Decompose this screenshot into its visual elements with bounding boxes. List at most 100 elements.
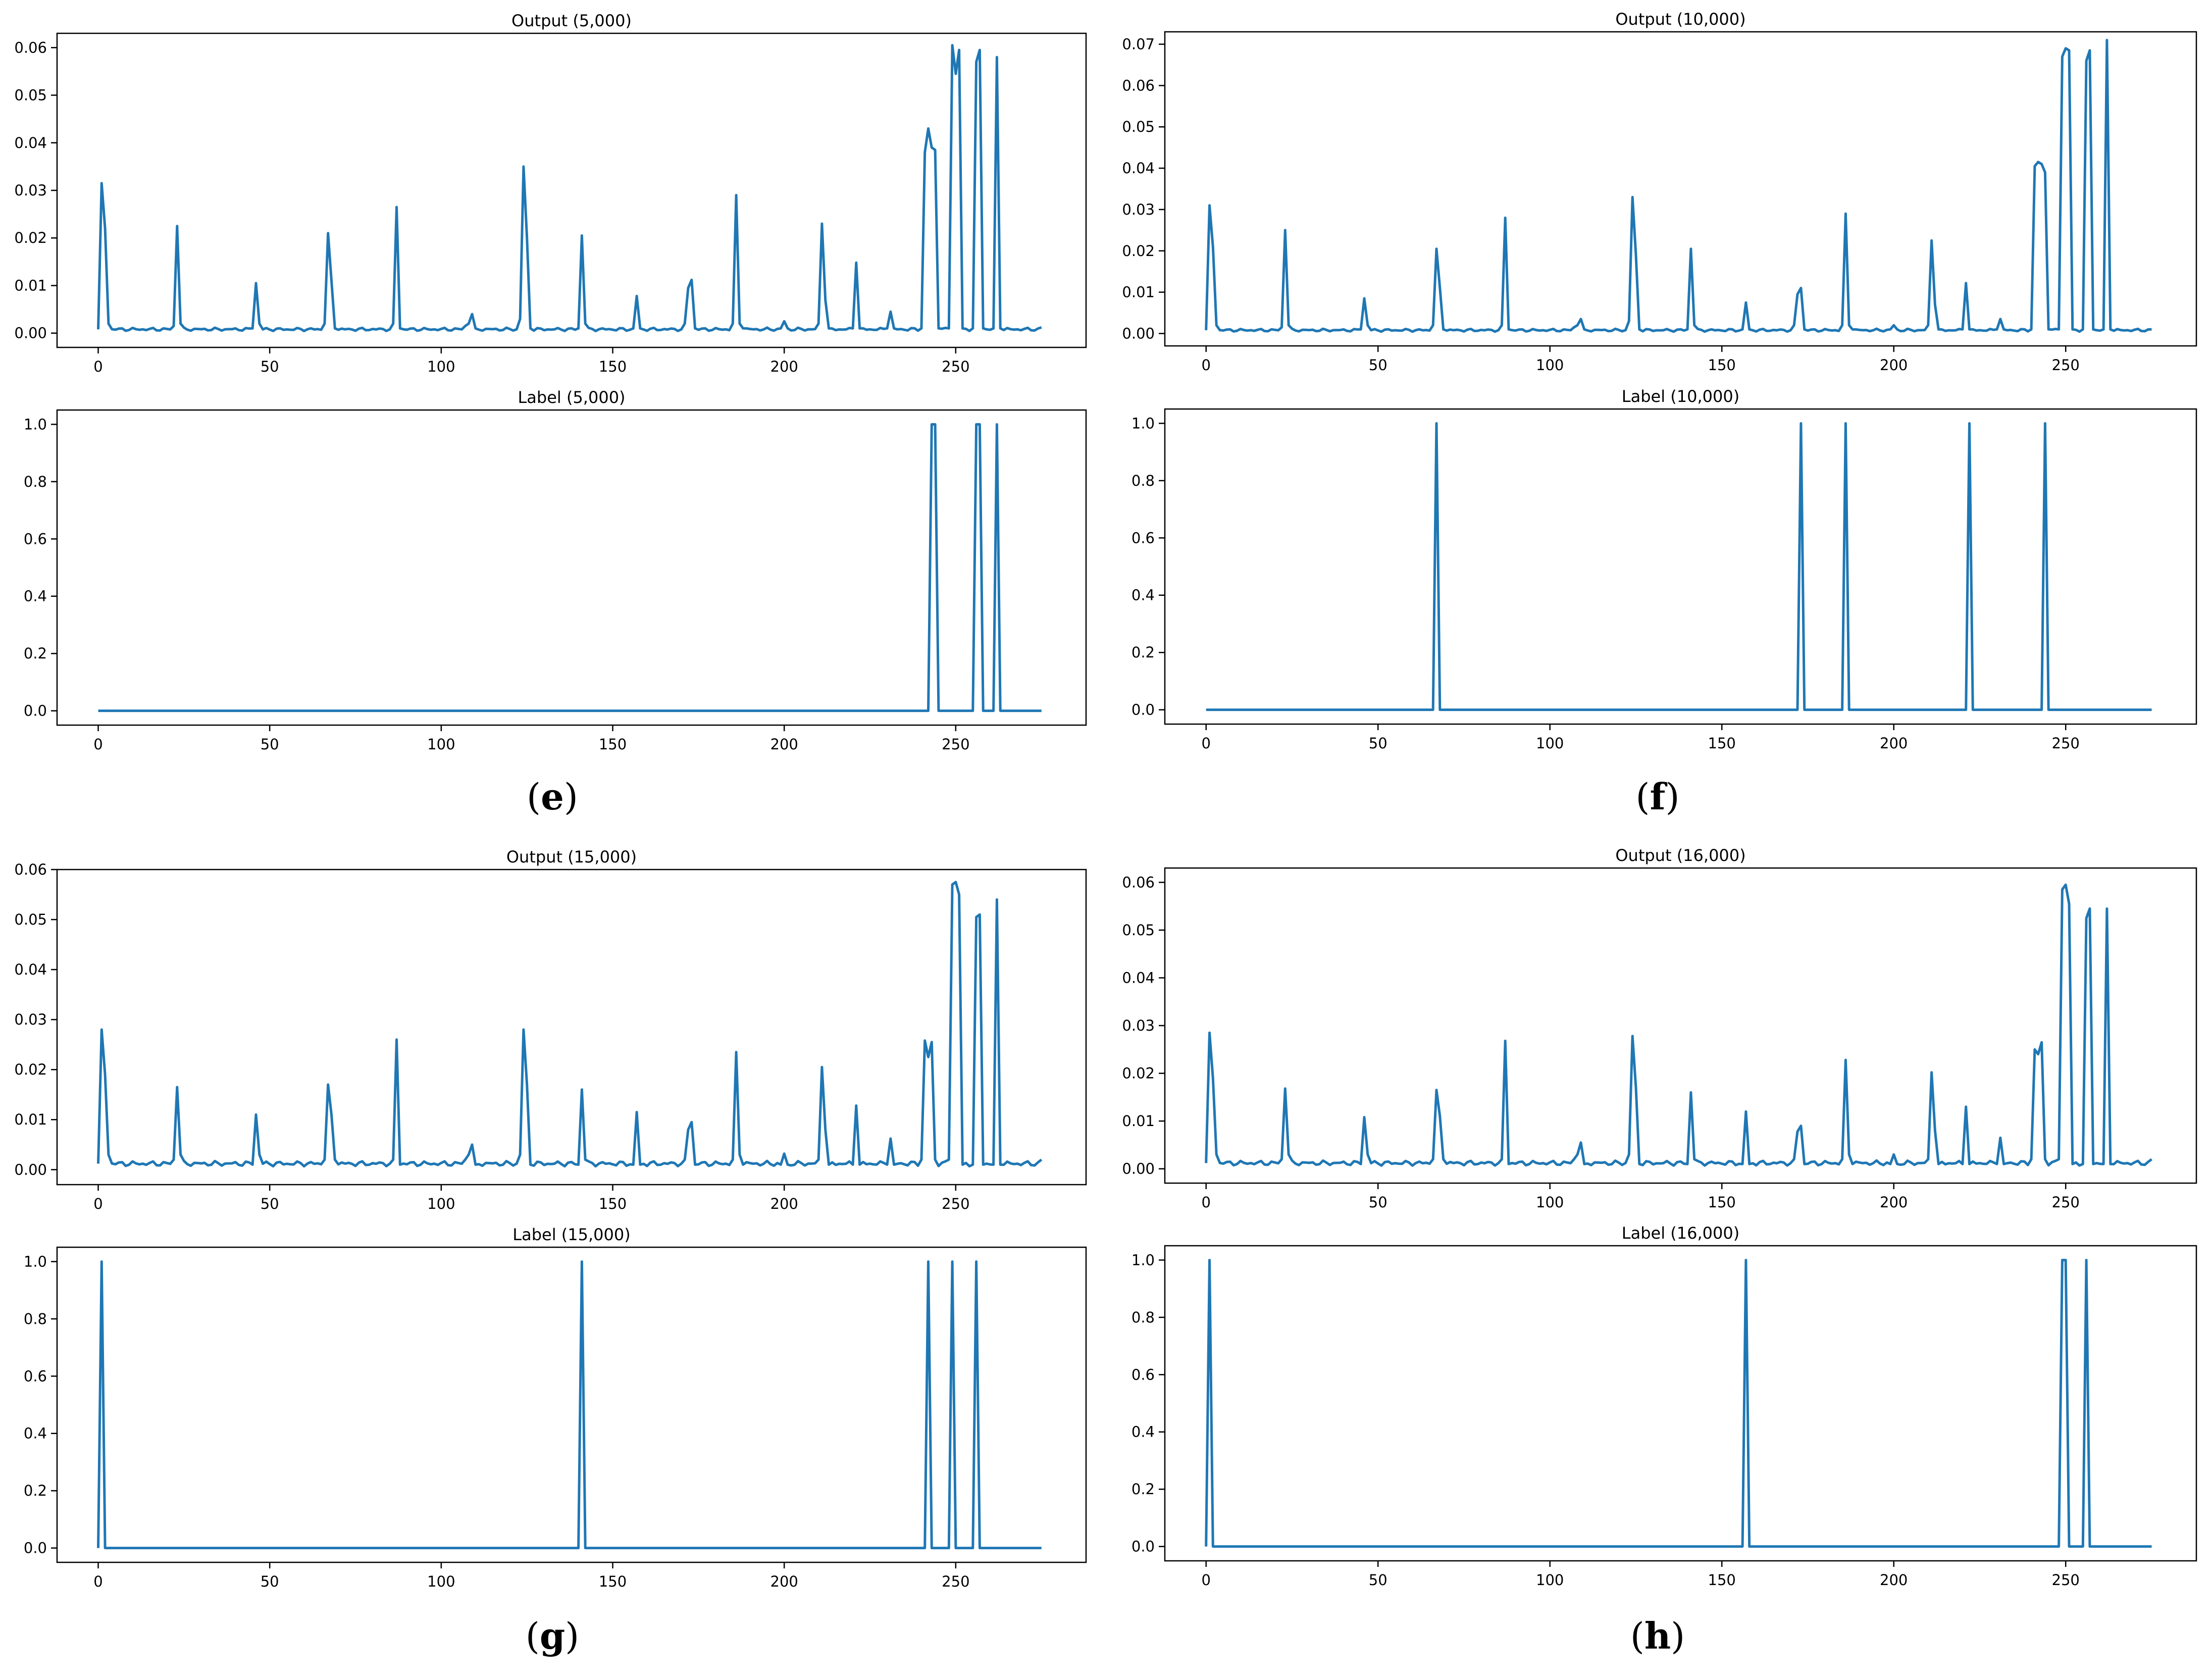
x-tick-label: 200 (1880, 357, 1908, 374)
y-tick-label: 0.0 (1132, 1538, 1155, 1555)
x-tick-label: 50 (261, 358, 279, 375)
axes-frame (1164, 867, 2197, 1184)
x-tick-label: 100 (427, 736, 455, 753)
y-tick-label: 0.03 (14, 182, 47, 199)
y-tick-label: 0.04 (1122, 969, 1155, 986)
series-line (97, 44, 1042, 332)
y-tick-label: 0.8 (24, 1310, 47, 1328)
y-tick-label: 0.4 (24, 1425, 47, 1442)
y-tick-label: 0.0 (24, 1540, 47, 1557)
y-tick-label: 0.01 (1122, 284, 1155, 301)
x-tick-label: 0 (93, 1573, 102, 1590)
x-tick-label: 250 (2052, 1571, 2080, 1589)
y-tick-label: 0.2 (1132, 1481, 1155, 1498)
chart-label-10000: Label (10,000) 0 50 100 150 200 250 0.0 0.2 0.4 0.… (1132, 387, 2197, 752)
chart-label-16000: Label (16,000) 0 50 100 150 200 250 0.0 0.2 0.4 0.… (1132, 1224, 2197, 1589)
y-tick-label: 0.6 (24, 530, 47, 547)
x-tick-label: 0 (1201, 735, 1210, 752)
y-tick-label: 0.02 (1122, 1065, 1155, 1082)
y-tick-label: 0.0 (1132, 701, 1155, 719)
x-tick-label: 150 (1708, 357, 1736, 374)
y-tick-label: 0.06 (14, 861, 47, 878)
y-tick-label: 0.8 (1132, 472, 1155, 489)
y-tick-label: 1.0 (24, 1253, 47, 1270)
chart-title: Label (10,000) (1622, 387, 1739, 406)
chart-label-5000: Label (5,000) 0 50 100 150 200 250 0.0 0.2 0.4 0.6… (24, 388, 1087, 753)
x-tick-label: 0 (1201, 1571, 1210, 1589)
x-tick-label: 50 (1369, 357, 1387, 374)
y-tick-label: 0.04 (14, 134, 47, 151)
chart-title: Output (5,000) (511, 11, 632, 30)
y-tick-label: 0.6 (1132, 529, 1155, 546)
y-tick-label: 0.01 (1122, 1112, 1155, 1130)
x-tick-label: 150 (599, 358, 627, 375)
x-tick-label: 200 (770, 736, 798, 753)
y-tick-label: 0.06 (1122, 77, 1155, 94)
axes-frame (56, 869, 1087, 1186)
x-tick-label: 200 (770, 358, 798, 375)
y-tick-label: 0.4 (1132, 1423, 1155, 1441)
y-tick-label: 0.6 (1132, 1366, 1155, 1383)
x-tick-label: 200 (770, 1573, 798, 1590)
panel-label-f: (f) (1635, 775, 1680, 818)
x-tick-label: 200 (1880, 1194, 1908, 1211)
x-tick-label: 50 (1369, 735, 1387, 752)
y-tick-label: 0.0 (24, 702, 47, 720)
y-tick-label: 0.04 (14, 961, 47, 978)
x-tick-label: 200 (1880, 735, 1908, 752)
x-tick-label: 100 (1536, 735, 1564, 752)
y-tick-label: 0.03 (1122, 1017, 1155, 1034)
x-tick-label: 100 (427, 1573, 455, 1590)
x-tick-label: 50 (261, 736, 279, 753)
x-tick-label: 100 (1536, 1571, 1564, 1589)
x-tick-label: 50 (1369, 1571, 1387, 1589)
series-line (1205, 1258, 2152, 1548)
y-tick-label: 0.00 (14, 325, 47, 342)
x-tick-label: 50 (1369, 1194, 1387, 1211)
y-tick-label: 0.01 (14, 1111, 47, 1128)
y-tick-label: 0.00 (1122, 1160, 1155, 1178)
x-tick-label: 50 (261, 1195, 279, 1212)
chart-title: Label (16,000) (1622, 1224, 1739, 1243)
y-tick-label: 0.8 (1132, 1309, 1155, 1326)
axes-frame (1164, 31, 2197, 347)
x-tick-label: 150 (1708, 735, 1736, 752)
y-tick-label: 0.02 (1122, 242, 1155, 260)
panel-label-e: (e) (527, 775, 578, 818)
x-tick-label: 50 (261, 1573, 279, 1590)
x-tick-label: 0 (1201, 357, 1210, 374)
x-tick-label: 150 (1708, 1571, 1736, 1589)
x-tick-label: 100 (1536, 357, 1564, 374)
chart-title: Output (16,000) (1615, 846, 1745, 865)
chart-title: Label (5,000) (518, 388, 625, 407)
y-tick-label: 0.8 (24, 473, 47, 490)
x-tick-label: 150 (599, 1573, 627, 1590)
x-tick-label: 250 (2052, 1194, 2080, 1211)
x-tick-label: 0 (93, 358, 102, 375)
y-tick-label: 0.2 (1132, 644, 1155, 661)
y-tick-label: 0.06 (1122, 874, 1155, 891)
axes-frame (56, 409, 1087, 726)
x-tick-label: 250 (942, 736, 969, 753)
y-tick-label: 0.2 (24, 645, 47, 662)
chart-output-16000: Output (16,000) 0 50 100 150 200 250 0.00 0.01 0.… (1122, 846, 2197, 1211)
y-tick-label: 1.0 (1132, 415, 1155, 432)
panel-label-h: (h) (1630, 1614, 1685, 1657)
y-tick-label: 0.04 (1122, 160, 1155, 177)
axes-frame (1164, 408, 2197, 725)
y-tick-label: 0.02 (14, 229, 47, 246)
y-tick-label: 0.6 (24, 1367, 47, 1385)
y-tick-label: 0.05 (14, 87, 47, 104)
series-line (97, 881, 1043, 1168)
y-tick-label: 0.01 (14, 277, 47, 294)
x-tick-label: 250 (942, 358, 969, 375)
axes-frame (56, 32, 1087, 348)
y-tick-label: 0.4 (1132, 587, 1155, 604)
x-tick-label: 100 (427, 358, 455, 375)
x-tick-label: 250 (942, 1573, 969, 1590)
series-line (1205, 883, 2153, 1167)
x-tick-label: 100 (427, 1195, 455, 1212)
y-tick-label: 0.07 (1122, 36, 1155, 53)
axes-frame (1164, 1245, 2197, 1562)
